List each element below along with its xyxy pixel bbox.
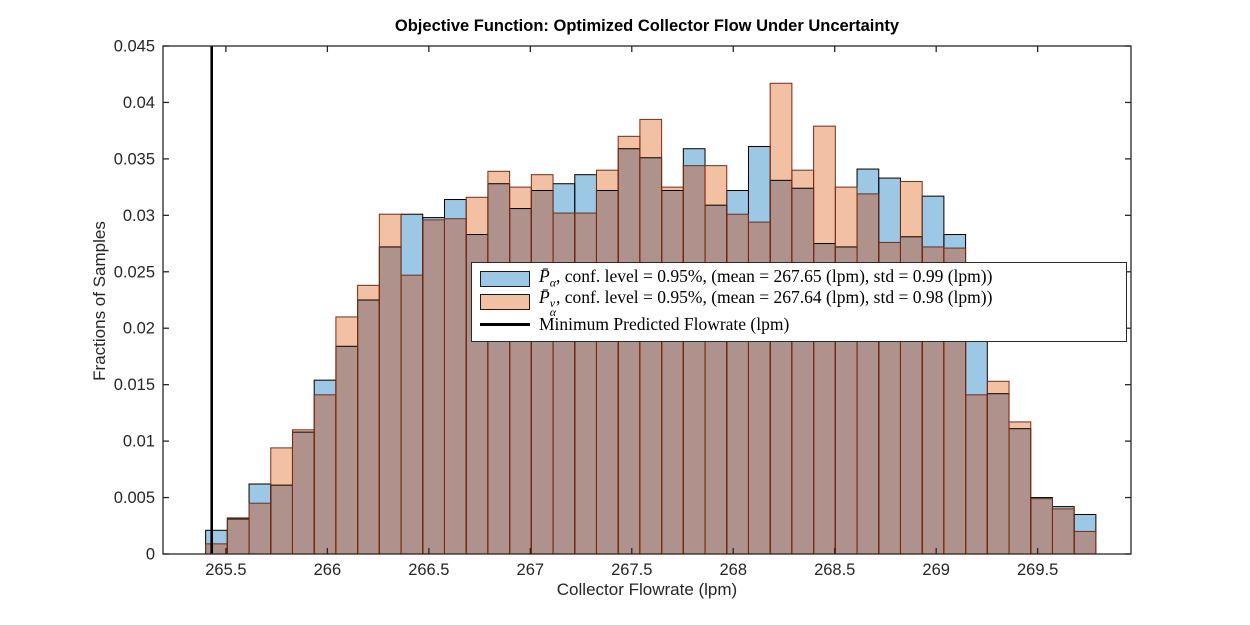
svg-text:266: 266 [314, 561, 342, 579]
svg-text:267: 267 [517, 561, 545, 579]
x-axis-label: Collector Flowrate (lpm) [556, 580, 738, 599]
legend: P̄α, conf. level = 0.95%, (mean = 267.65… [471, 262, 1127, 342]
svg-text:0.025: 0.025 [114, 263, 155, 281]
svg-text:0.035: 0.035 [114, 150, 155, 168]
legend-label-orange: P̄ v α, conf. level = 0.95%, (mean = 267.6… [539, 286, 993, 319]
chart-title: Objective Function: Optimized Collector … [394, 17, 900, 35]
legend-row-vline: Minimum Predicted Flowrate (lpm) [480, 313, 1118, 336]
svg-text:0.03: 0.03 [123, 207, 155, 225]
legend-line-icon [480, 322, 530, 327]
y-axis-label: Fractions of Samples [90, 221, 109, 381]
svg-text:0.02: 0.02 [123, 320, 155, 338]
legend-label-vline: Minimum Predicted Flowrate (lpm) [539, 314, 790, 334]
svg-text:266.5: 266.5 [408, 561, 449, 579]
svg-text:268.5: 268.5 [814, 561, 855, 579]
svg-text:269.5: 269.5 [1017, 561, 1058, 579]
svg-text:0.01: 0.01 [123, 433, 155, 451]
svg-text:0.045: 0.045 [114, 38, 155, 56]
svg-text:267.5: 267.5 [611, 561, 652, 579]
legend-row-blue: P̄α, conf. level = 0.95%, (mean = 267.65… [480, 266, 1118, 290]
legend-row-orange: P̄ v α, conf. level = 0.95%, (mean = 267.6… [480, 287, 1118, 318]
svg-text:0.04: 0.04 [123, 94, 155, 112]
legend-swatch-orange-icon [480, 293, 530, 310]
svg-text:0.015: 0.015 [114, 376, 155, 394]
svg-text:268: 268 [719, 561, 747, 579]
legend-swatch-blue-icon [480, 270, 530, 287]
svg-text:0.005: 0.005 [114, 489, 155, 507]
svg-text:0: 0 [146, 546, 155, 564]
legend-label-blue: P̄α, conf. level = 0.95%, (mean = 267.65… [539, 266, 993, 290]
svg-text:265.5: 265.5 [205, 561, 246, 579]
svg-text:269: 269 [922, 561, 950, 579]
